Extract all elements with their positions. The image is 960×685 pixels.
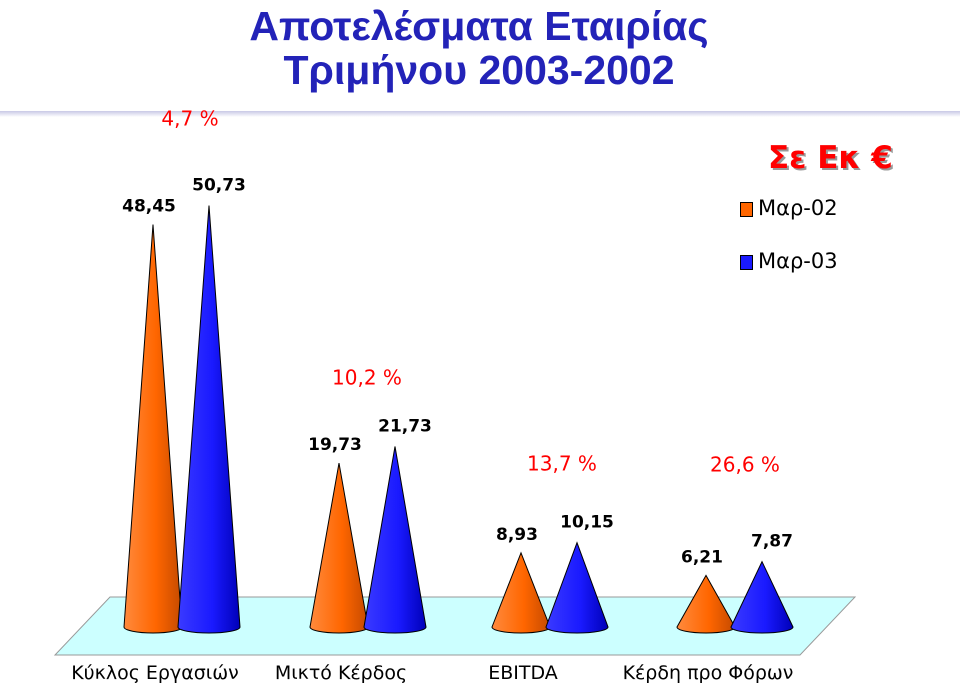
value-label-mar03-0: 50,73 [192, 176, 246, 196]
cone-mar03-2 [545, 541, 609, 634]
cone-mar03-1 [363, 446, 427, 634]
legend-swatch-mar03 [740, 255, 753, 270]
legend-label-mar03: Μαρ-03 [758, 249, 838, 273]
growth-label-2: 13,7 % [527, 452, 597, 476]
value-label-mar02-2: 8,93 [496, 525, 538, 545]
legend-swatch-mar02 [740, 202, 753, 217]
growth-label-3: 26,6 % [710, 453, 780, 477]
cone-mar03-3 [730, 560, 794, 634]
title-divider [0, 111, 960, 117]
cone-mar02-0 [123, 224, 183, 634]
cone-mar03-0 [177, 205, 241, 634]
category-label-1: Μικτό Κέρδος [275, 662, 407, 684]
value-label-mar03-3: 7,87 [751, 532, 793, 552]
chart-title-line1: Αποτελέσματα Εταιρίας [249, 3, 709, 49]
chart-title-line2: Τριμήνου 2003-2002 [283, 47, 675, 93]
category-label-2: EBITDA [488, 662, 558, 684]
cone-mar02-2 [491, 551, 551, 634]
growth-label-0: 4,7 % [161, 107, 218, 131]
value-label-mar02-0: 48,45 [122, 196, 176, 216]
value-label-mar03-1: 21,73 [378, 416, 432, 436]
chart-title: Αποτελέσματα Εταιρίας Τριμήνου 2003-2002 [0, 4, 960, 92]
category-label-3: Κέρδη προ Φόρων [623, 662, 794, 684]
cone-mar02-1 [309, 463, 369, 634]
value-label-mar02-3: 6,21 [681, 547, 723, 567]
value-label-mar03-2: 10,15 [560, 513, 614, 533]
chart-floor [53, 596, 857, 656]
category-label-0: Κύκλος Εργασιών [71, 662, 239, 684]
value-label-mar02-1: 19,73 [308, 435, 362, 455]
growth-label-1: 10,2 % [332, 365, 402, 389]
unit-label: Σε Εκ € [768, 140, 893, 176]
legend-label-mar02: Μαρ-02 [758, 196, 838, 220]
